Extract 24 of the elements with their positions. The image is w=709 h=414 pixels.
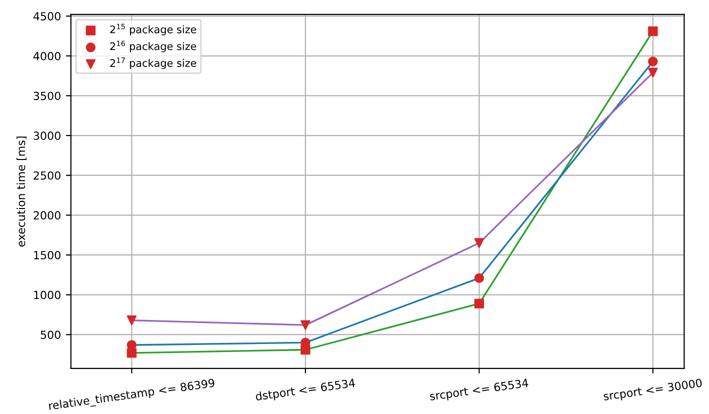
point [648, 68, 658, 78]
y-tick-label: 4000 [33, 52, 60, 60]
y-axis-title: execution time [ms] [16, 136, 26, 247]
y-tick-label: 2500 [34, 171, 60, 180]
y-tick-label: 500 [40, 330, 60, 339]
point [300, 344, 310, 355]
x-tick-label: srcport <= 30000 [603, 378, 702, 403]
y-tick-label: 4500 [33, 12, 60, 20]
y-tick-label: 2000 [34, 211, 60, 220]
y-tick-label: 1500 [34, 250, 60, 260]
point [126, 348, 137, 358]
point [474, 298, 484, 308]
y-tick-label: 3500 [34, 92, 60, 100]
point [474, 238, 484, 248]
legend-label: 2$^{15}$ package size [110, 24, 196, 36]
point [300, 320, 310, 330]
x-tick-label: srcport <= 65534 [430, 378, 529, 403]
legend-label: 2$^{16}$ package size [110, 40, 196, 52]
y-tick-label: 3000 [34, 132, 60, 140]
y-tick-label: 1000 [34, 290, 60, 300]
legend-label: 2$^{17}$ package size [110, 58, 196, 69]
point [126, 315, 137, 326]
x-tick-label: dstport <= 65534 [255, 378, 356, 403]
point [648, 26, 658, 36]
